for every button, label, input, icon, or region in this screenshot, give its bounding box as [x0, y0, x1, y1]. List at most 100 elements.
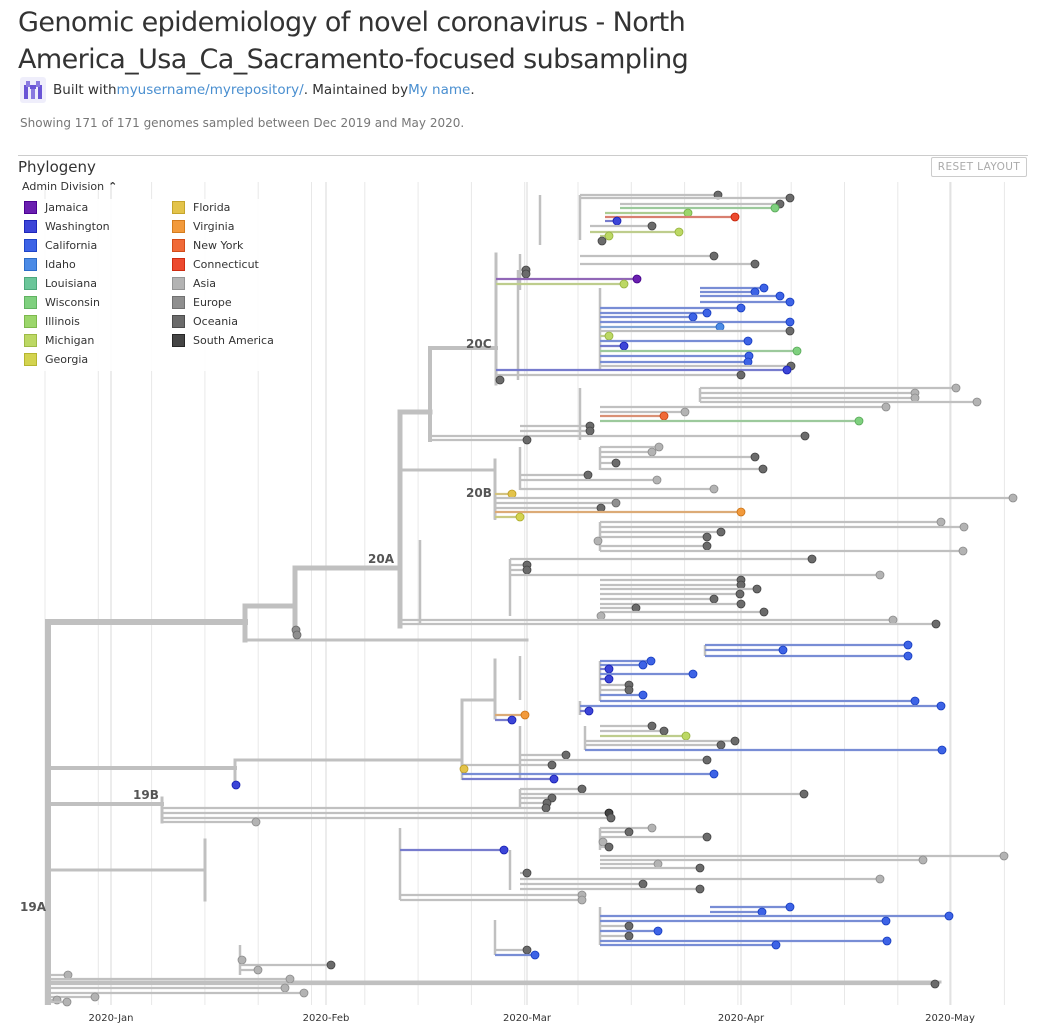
tree-tip[interactable] — [770, 203, 780, 213]
tree-tip[interactable] — [775, 291, 785, 301]
legend-item-louisiana[interactable]: Louisiana — [24, 275, 97, 292]
tree-tip[interactable] — [716, 527, 726, 537]
tree-tip[interactable] — [624, 685, 634, 695]
tree-tip[interactable] — [903, 651, 913, 661]
legend-item-florida[interactable]: Florida — [172, 199, 230, 216]
tree-tip[interactable] — [606, 813, 616, 823]
tree-tip[interactable] — [688, 312, 698, 322]
tree-tip[interactable] — [702, 832, 712, 842]
tree-tip[interactable] — [854, 416, 864, 426]
tree-tip[interactable] — [771, 940, 781, 950]
tree-tip[interactable] — [647, 823, 657, 833]
legend-item-south-america[interactable]: South America — [172, 332, 274, 349]
tree-tip[interactable] — [910, 393, 920, 403]
tree-tip[interactable] — [910, 696, 920, 706]
tree-tip[interactable] — [936, 517, 946, 527]
tree-tip[interactable] — [702, 755, 712, 765]
tree-tip[interactable] — [792, 346, 802, 356]
tree-tip[interactable] — [647, 221, 657, 231]
tree-tip[interactable] — [253, 965, 263, 975]
tree-tip[interactable] — [659, 411, 669, 421]
tree-tip[interactable] — [736, 370, 746, 380]
tree-tip[interactable] — [499, 845, 509, 855]
tree-tip[interactable] — [743, 357, 753, 367]
tree-tip[interactable] — [593, 536, 603, 546]
tree-tip[interactable] — [936, 701, 946, 711]
tree-tip[interactable] — [750, 287, 760, 297]
tree-tip[interactable] — [611, 498, 621, 508]
tree-tip[interactable] — [597, 236, 607, 246]
tree-tip[interactable] — [507, 715, 517, 725]
legend-item-idaho[interactable]: Idaho — [24, 256, 76, 273]
tree-tip[interactable] — [299, 988, 309, 998]
tree-tip[interactable] — [757, 907, 767, 917]
repository-link[interactable]: myusername/myrepository/ — [116, 82, 304, 98]
tree-tip[interactable] — [326, 960, 336, 970]
tree-tip[interactable] — [292, 630, 302, 640]
legend-item-asia[interactable]: Asia — [172, 275, 216, 292]
tree-tip[interactable] — [875, 570, 885, 580]
tree-tip[interactable] — [604, 231, 614, 241]
tree-tip[interactable] — [522, 945, 532, 955]
tree-tip[interactable] — [231, 780, 241, 790]
tree-tip[interactable] — [695, 884, 705, 894]
legend-item-europe[interactable]: Europe — [172, 294, 232, 311]
tree-tip[interactable] — [653, 859, 663, 869]
tree-tip[interactable] — [604, 664, 614, 674]
tree-tip[interactable] — [577, 895, 587, 905]
tree-tip[interactable] — [709, 594, 719, 604]
tree-tip[interactable] — [752, 584, 762, 594]
tree-tip[interactable] — [647, 447, 657, 457]
tree-tip[interactable] — [785, 193, 795, 203]
tree-tip[interactable] — [702, 308, 712, 318]
tree-tip[interactable] — [702, 541, 712, 551]
tree-tip[interactable] — [959, 522, 969, 532]
maintainer-link[interactable]: My name — [408, 82, 471, 98]
tree-tip[interactable] — [750, 452, 760, 462]
tree-tip[interactable] — [681, 731, 691, 741]
tree-tip[interactable] — [709, 484, 719, 494]
tree-tip[interactable] — [659, 726, 669, 736]
legend-item-virginia[interactable]: Virginia — [172, 218, 234, 235]
tree-tip[interactable] — [520, 710, 530, 720]
tree-tip[interactable] — [522, 565, 532, 575]
tree-tip[interactable] — [638, 660, 648, 670]
legend-item-georgia[interactable]: Georgia — [24, 351, 88, 368]
tree-tip[interactable] — [561, 750, 571, 760]
tree-tip[interactable] — [638, 879, 648, 889]
tree-tip[interactable] — [778, 645, 788, 655]
reset-layout-button[interactable]: RESET LAYOUT — [931, 157, 1027, 177]
legend-toggle[interactable]: Admin Division ⌃ — [22, 180, 117, 193]
tree-tip[interactable] — [972, 397, 982, 407]
tree-tip[interactable] — [736, 303, 746, 313]
tree-tip[interactable] — [736, 599, 746, 609]
tree-tip[interactable] — [903, 640, 913, 650]
tree-tip[interactable] — [251, 817, 261, 827]
tree-tip[interactable] — [611, 458, 621, 468]
tree-tip[interactable] — [799, 789, 809, 799]
tree-tip[interactable] — [521, 269, 531, 279]
legend-item-illinois[interactable]: Illinois — [24, 313, 80, 330]
tree-tip[interactable] — [507, 489, 517, 499]
tree-tip[interactable] — [918, 855, 928, 865]
tree-tip[interactable] — [596, 611, 606, 621]
legend-item-connecticut[interactable]: Connecticut — [172, 256, 259, 273]
tree-tip[interactable] — [652, 475, 662, 485]
tree-tip[interactable] — [584, 706, 594, 716]
tree-tip[interactable] — [958, 546, 968, 556]
tree-tip[interactable] — [785, 326, 795, 336]
tree-tip[interactable] — [931, 619, 941, 629]
tree-tip[interactable] — [743, 336, 753, 346]
tree-tip[interactable] — [549, 774, 559, 784]
tree-tip[interactable] — [702, 532, 712, 542]
legend-item-oceania[interactable]: Oceania — [172, 313, 238, 330]
tree-tip[interactable] — [736, 580, 746, 590]
tree-tip[interactable] — [1008, 493, 1018, 503]
tree-tip[interactable] — [688, 669, 698, 679]
tree-tip[interactable] — [619, 279, 629, 289]
legend-item-wisconsin[interactable]: Wisconsin — [24, 294, 100, 311]
tree-tip[interactable] — [674, 227, 684, 237]
tree-tip[interactable] — [522, 435, 532, 445]
tree-tip[interactable] — [654, 442, 664, 452]
tree-tip[interactable] — [944, 911, 954, 921]
